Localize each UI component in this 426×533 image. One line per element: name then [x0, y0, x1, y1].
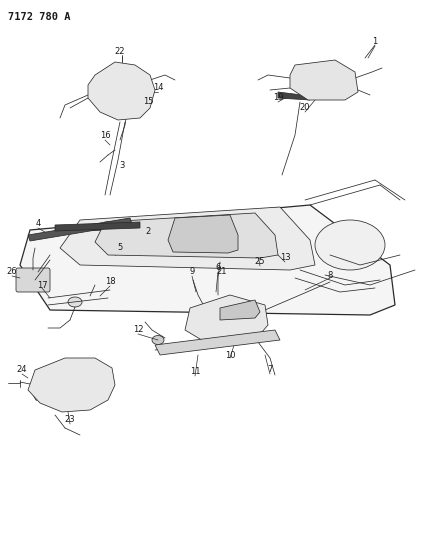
Ellipse shape — [250, 245, 259, 251]
Text: 12: 12 — [132, 326, 143, 335]
Text: 14: 14 — [153, 84, 163, 93]
Ellipse shape — [242, 310, 248, 314]
Polygon shape — [55, 222, 140, 231]
Text: 18: 18 — [104, 278, 115, 287]
Text: 19: 19 — [272, 93, 282, 102]
FancyBboxPatch shape — [16, 268, 50, 292]
Polygon shape — [289, 60, 357, 100]
Text: 16: 16 — [99, 131, 110, 140]
Polygon shape — [95, 213, 277, 258]
Ellipse shape — [231, 306, 243, 316]
Text: 8: 8 — [327, 271, 332, 279]
Text: 13: 13 — [279, 254, 290, 262]
Text: 22: 22 — [115, 47, 125, 56]
Text: 7172 780 A: 7172 780 A — [8, 12, 70, 22]
Ellipse shape — [68, 297, 82, 307]
Polygon shape — [155, 330, 279, 355]
Ellipse shape — [123, 86, 132, 94]
Text: 3: 3 — [119, 160, 124, 169]
Text: 24: 24 — [17, 366, 27, 375]
Ellipse shape — [314, 220, 384, 270]
Polygon shape — [60, 207, 314, 270]
Text: 1: 1 — [371, 37, 377, 46]
Ellipse shape — [81, 376, 99, 390]
Ellipse shape — [313, 77, 325, 86]
Text: 6: 6 — [215, 263, 220, 272]
Ellipse shape — [210, 230, 219, 237]
Ellipse shape — [239, 308, 250, 317]
Text: 15: 15 — [142, 98, 153, 107]
Text: 7: 7 — [267, 366, 272, 375]
Text: 5: 5 — [117, 244, 122, 253]
Text: 10: 10 — [224, 351, 235, 359]
Ellipse shape — [308, 74, 330, 90]
Text: 11: 11 — [189, 367, 200, 376]
Ellipse shape — [336, 76, 348, 85]
Text: 21: 21 — [216, 268, 227, 277]
Ellipse shape — [51, 377, 73, 393]
Polygon shape — [219, 300, 259, 320]
Text: 9: 9 — [189, 268, 194, 277]
Polygon shape — [184, 295, 268, 345]
Polygon shape — [28, 358, 115, 412]
Polygon shape — [88, 62, 155, 120]
Text: 20: 20 — [299, 103, 310, 112]
Ellipse shape — [85, 379, 94, 386]
Text: 25: 25 — [254, 257, 265, 266]
Polygon shape — [20, 205, 394, 315]
Text: 4: 4 — [35, 220, 40, 229]
Text: 17: 17 — [37, 280, 47, 289]
Ellipse shape — [207, 312, 213, 318]
Ellipse shape — [202, 310, 216, 320]
Text: 2: 2 — [145, 228, 150, 237]
Text: 26: 26 — [7, 268, 17, 277]
Ellipse shape — [152, 335, 164, 344]
Ellipse shape — [118, 82, 138, 98]
Ellipse shape — [154, 234, 166, 242]
Polygon shape — [167, 215, 237, 253]
Polygon shape — [277, 92, 309, 100]
Text: 23: 23 — [64, 416, 75, 424]
Polygon shape — [28, 218, 132, 241]
Ellipse shape — [57, 381, 67, 389]
